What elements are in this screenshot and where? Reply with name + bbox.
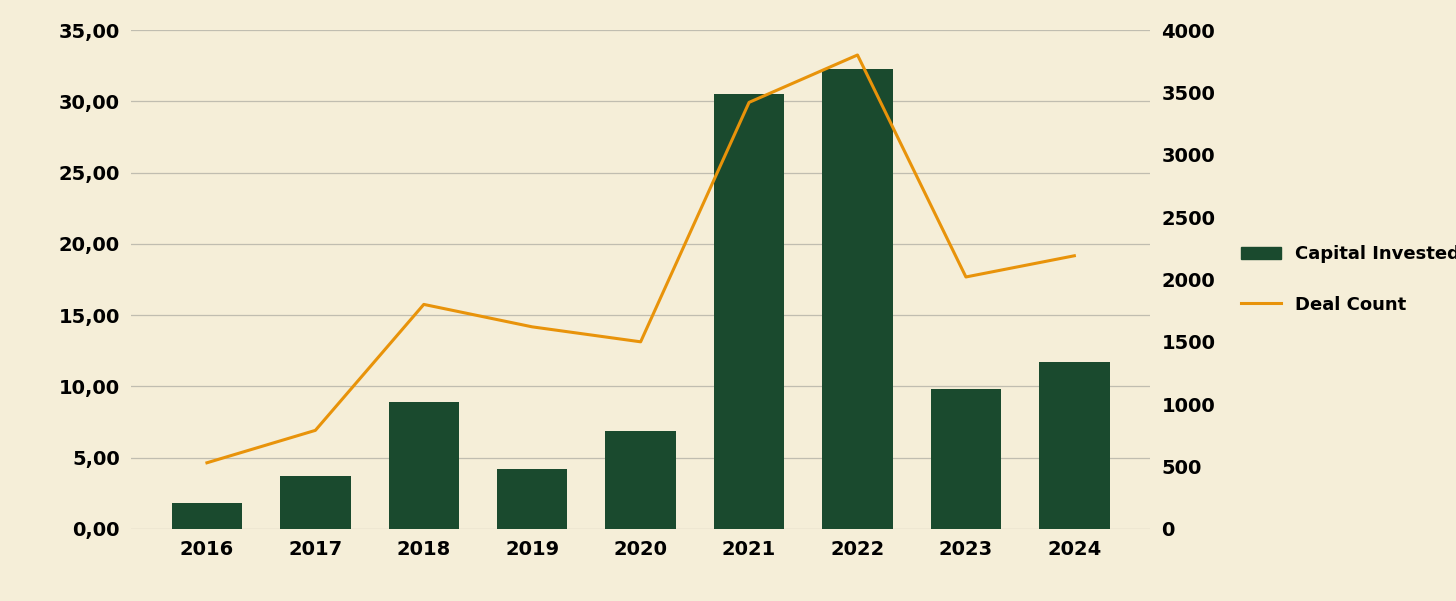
Bar [280, 476, 351, 529]
Bar [172, 503, 242, 529]
Bar [496, 469, 568, 529]
Legend: Capital Invested, Deal Count: Capital Invested, Deal Count [1241, 245, 1456, 314]
Bar [1040, 362, 1109, 529]
Bar [930, 389, 1002, 529]
Bar [823, 69, 893, 529]
Bar [713, 94, 785, 529]
Bar [606, 430, 676, 529]
Bar [389, 402, 459, 529]
